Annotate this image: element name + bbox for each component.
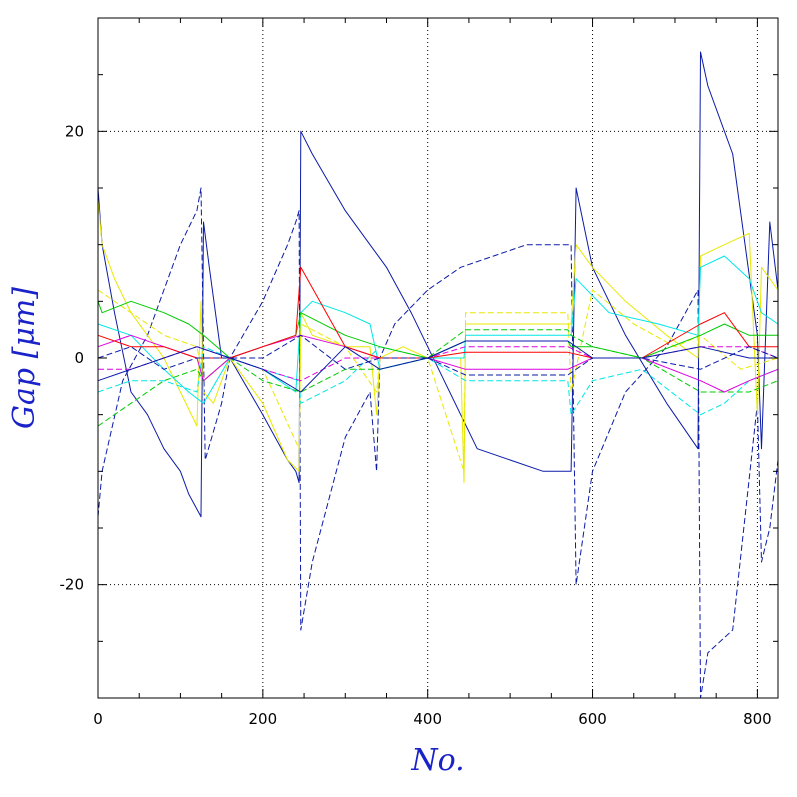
y-axis-title: Gap [μm] bbox=[7, 287, 42, 429]
x-axis-title: No. bbox=[410, 743, 464, 778]
series-line-3 bbox=[97, 199, 779, 484]
series-line-7 bbox=[97, 300, 778, 359]
series-line-5 bbox=[97, 255, 779, 404]
axis-ticks bbox=[97, 17, 778, 699]
series-line-2 bbox=[97, 187, 779, 699]
x-tick-labels: 0 200 400 600 800 bbox=[93, 710, 771, 728]
y-tick-label: -20 bbox=[60, 576, 85, 594]
y-tick-labels: -20 0 20 bbox=[60, 122, 85, 593]
x-tick-label: 400 bbox=[413, 710, 442, 728]
series-line-1 bbox=[97, 51, 779, 518]
y-tick-label: 20 bbox=[65, 122, 84, 140]
x-tick-label: 600 bbox=[578, 710, 607, 728]
x-tick-label: 0 bbox=[93, 710, 103, 728]
series-lines bbox=[97, 51, 779, 699]
x-tick-label: 800 bbox=[743, 710, 772, 728]
series-line-12 bbox=[97, 340, 778, 393]
x-tick-label: 200 bbox=[249, 710, 278, 728]
y-tick-label: 0 bbox=[74, 349, 84, 367]
series-line-13 bbox=[97, 334, 779, 376]
